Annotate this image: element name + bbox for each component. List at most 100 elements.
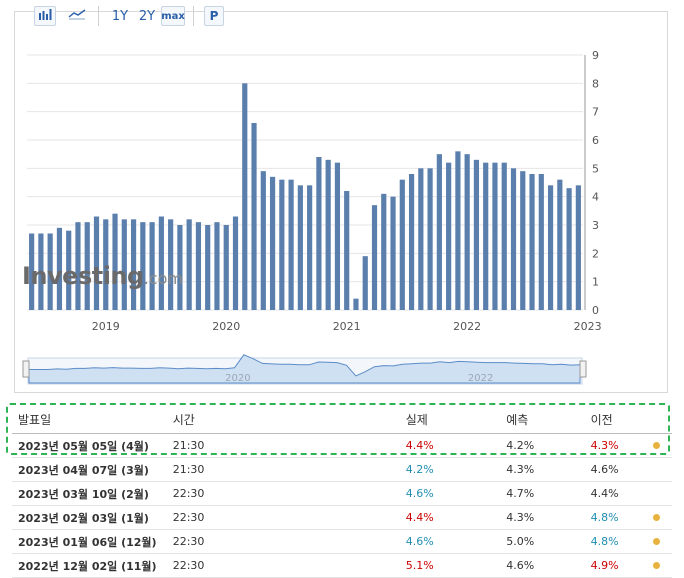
line-chart-button[interactable] (66, 6, 88, 26)
bar[interactable] (251, 123, 257, 310)
bar[interactable] (168, 219, 174, 310)
range-2y-button[interactable]: 2Y (138, 8, 156, 24)
bar[interactable] (510, 168, 517, 310)
range-max-button[interactable]: max (161, 6, 185, 26)
bar[interactable] (223, 225, 229, 310)
bar[interactable] (344, 191, 350, 310)
logo-word: Investing (22, 262, 144, 290)
bar[interactable] (427, 168, 433, 310)
bar[interactable] (103, 219, 109, 310)
bar[interactable] (399, 179, 405, 310)
bar[interactable] (307, 185, 313, 310)
bar[interactable] (66, 230, 72, 310)
row-actual: 4.4% (404, 505, 506, 530)
bar[interactable] (269, 176, 276, 310)
bar[interactable] (140, 222, 146, 310)
bar[interactable] (334, 162, 341, 310)
bar[interactable] (130, 219, 137, 310)
bar[interactable] (29, 233, 35, 311)
bar[interactable] (529, 174, 535, 310)
range-1y-button[interactable]: 1Y (111, 8, 129, 24)
bar[interactable] (38, 233, 44, 311)
bar[interactable] (56, 227, 63, 310)
bar[interactable] (483, 162, 489, 310)
revision-dot-icon (652, 562, 660, 569)
y-tick-label: 4 (592, 191, 599, 204)
bar[interactable] (520, 171, 526, 310)
row-actual: 4.2% (404, 457, 506, 482)
table-row: 2022년 12월 02일 (11월) 22:30 5.1% 4.6% 4.9% (12, 553, 672, 578)
bar[interactable] (473, 159, 480, 310)
x-tick-label: 2019 (92, 320, 120, 333)
bar[interactable] (149, 222, 155, 310)
bar[interactable] (371, 205, 378, 310)
row-previous: 4.8% (589, 505, 652, 530)
bar[interactable] (158, 216, 164, 311)
bar[interactable] (557, 179, 563, 310)
bar[interactable] (75, 222, 81, 310)
bar[interactable] (436, 154, 442, 310)
bar[interactable] (390, 196, 396, 310)
bar[interactable] (177, 225, 183, 310)
row-actual: 4.6% (404, 481, 506, 506)
table-row: 2023년 01월 06일 (12월) 22:30 4.6% 5.0% 4.8% (12, 529, 672, 554)
row-actual: 4.4% (404, 433, 506, 458)
bar[interactable] (455, 151, 461, 310)
row-actual: 4.6% (404, 529, 506, 554)
navigator-right-handle[interactable] (579, 360, 587, 378)
y-tick-label: 6 (592, 134, 599, 147)
bar[interactable] (93, 216, 100, 311)
table-header-row: 발표일 시간 실제 예측 이전 (12, 405, 672, 434)
bar[interactable] (242, 83, 248, 310)
bar[interactable] (232, 216, 239, 311)
bar[interactable] (121, 219, 127, 310)
bar[interactable] (538, 174, 544, 310)
y-tick-label: 0 (592, 304, 599, 317)
y-tick-label: 2 (592, 247, 599, 260)
row-time: 22:30 (171, 505, 405, 530)
p-button[interactable]: P (204, 6, 224, 26)
bar[interactable] (464, 154, 470, 310)
bar[interactable] (195, 222, 202, 310)
bar[interactable] (47, 233, 53, 311)
bar-chart-button[interactable] (34, 6, 56, 26)
toolbar-separator (98, 6, 99, 26)
bar[interactable] (325, 159, 331, 310)
row-date: 2023년 04월 07일 (3월) (12, 457, 172, 482)
bar[interactable] (418, 168, 424, 310)
row-time: 21:30 (171, 433, 405, 458)
bar[interactable] (297, 185, 303, 310)
y-tick-label: 5 (592, 162, 599, 175)
header-previous: 이전 (589, 405, 652, 434)
bar[interactable] (362, 256, 368, 310)
bar[interactable] (316, 157, 322, 310)
bar[interactable] (547, 185, 554, 310)
bar[interactable] (112, 213, 118, 310)
bar[interactable] (381, 193, 387, 310)
revision-dot-icon (652, 514, 660, 521)
bar[interactable] (492, 162, 498, 310)
header-date: 발표일 (12, 405, 172, 434)
header-forecast: 예측 (505, 405, 590, 434)
y-tick-label: 8 (592, 77, 599, 90)
bar[interactable] (288, 179, 294, 310)
range-navigator[interactable]: 2020 2022 (0, 0, 684, 400)
bar[interactable] (446, 162, 452, 310)
bar[interactable] (186, 219, 192, 310)
row-forecast: 4.6% (505, 553, 590, 578)
bar[interactable] (84, 222, 90, 310)
bar[interactable] (279, 179, 285, 310)
row-time: 21:30 (171, 457, 405, 482)
bar[interactable] (214, 222, 220, 310)
bar[interactable] (205, 225, 211, 310)
bar[interactable] (566, 188, 572, 310)
bar[interactable] (575, 185, 581, 310)
navigator-left-handle[interactable] (22, 360, 30, 378)
bar[interactable] (501, 162, 507, 310)
navigator-label-2022: 2022 (468, 373, 493, 384)
table-row: 2023년 05월 05일 (4월) 21:30 4.4% 4.2% 4.3% (12, 433, 672, 458)
bar[interactable] (353, 298, 359, 310)
row-forecast: 4.3% (505, 505, 590, 530)
bar[interactable] (408, 174, 415, 310)
bar[interactable] (260, 171, 266, 310)
